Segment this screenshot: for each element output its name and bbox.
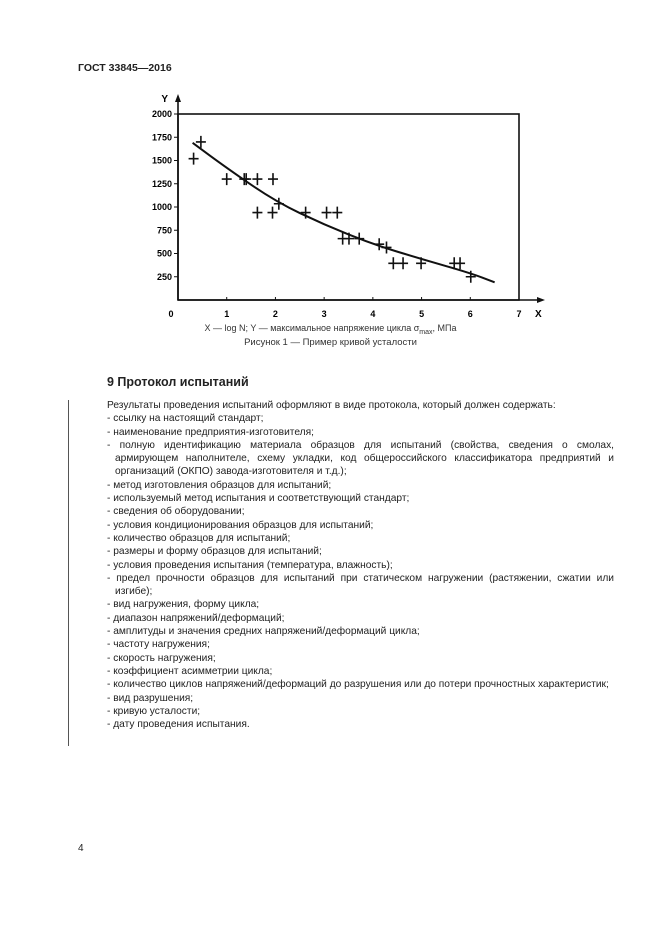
section-title: 9 Протокол испытаний bbox=[107, 375, 249, 389]
x-axis-label: X bbox=[535, 309, 542, 320]
data-point bbox=[252, 173, 263, 186]
y-tick-label: 500 bbox=[157, 249, 172, 259]
list-item: - наименование предприятия-изготовителя; bbox=[107, 426, 314, 438]
data-point bbox=[343, 232, 354, 245]
data-point bbox=[188, 152, 199, 165]
data-point bbox=[416, 257, 427, 270]
x-tick-label: 1 bbox=[224, 309, 229, 319]
y-tick-label: 750 bbox=[157, 225, 172, 235]
document-header: ГОСТ 33845—2016 bbox=[78, 62, 172, 74]
x-tick-label: 6 bbox=[468, 309, 473, 319]
chart-legend-text: X — log N; Y — максимальное напряжение ц… bbox=[204, 323, 457, 336]
trend-curve bbox=[192, 142, 495, 284]
fatigue-chart: 0 1 2 3 4 5 6 7 250 500 750 1000 1250 1500 1750 2000 X Y bbox=[152, 94, 545, 320]
data-point bbox=[455, 257, 466, 270]
data-point bbox=[267, 173, 278, 186]
y-tick-label: 250 bbox=[157, 272, 172, 282]
list-item: - количество циклов напряжений/деформаци… bbox=[107, 679, 609, 691]
x-tick-label: 4 bbox=[370, 309, 375, 319]
list-item: - количество образцов для испытаний; bbox=[107, 532, 291, 544]
data-point bbox=[381, 241, 392, 254]
list-item: - амплитуды и значения средних напряжени… bbox=[107, 626, 420, 638]
list-item: - предел прочности образцов для испытани… bbox=[107, 572, 614, 598]
data-point bbox=[273, 197, 284, 210]
x-axis-arrow-icon bbox=[537, 297, 545, 303]
list-item: - условия кондиционирования образцов для… bbox=[107, 519, 374, 531]
list-item: - вид нагружения, форму цикла; bbox=[107, 599, 260, 611]
data-point bbox=[195, 135, 206, 148]
list-item: - вид разрушения; bbox=[107, 692, 194, 704]
y-tick-label: 1000 bbox=[152, 202, 172, 212]
x-tick-label: 7 bbox=[516, 309, 521, 319]
data-point bbox=[332, 206, 343, 219]
y-tick-label: 2000 bbox=[152, 109, 172, 119]
list-item: - размеры и форму образцов для испытаний… bbox=[107, 546, 322, 558]
data-point bbox=[300, 206, 311, 219]
x-tick-label: 3 bbox=[322, 309, 327, 319]
list-item: - полную идентификацию материала образцо… bbox=[107, 439, 614, 478]
figure-caption: Рисунок 1 — Пример кривой усталости bbox=[244, 337, 417, 348]
y-tick-label: 1750 bbox=[152, 132, 172, 142]
y-tick-label: 1250 bbox=[152, 179, 172, 189]
list-item: - ссылку на настоящий стандарт; bbox=[107, 413, 264, 425]
data-point bbox=[354, 232, 365, 245]
list-item: - дату проведения испытания. bbox=[107, 719, 250, 731]
y-tick-label: 1500 bbox=[152, 156, 172, 166]
x-tick-label: 2 bbox=[273, 309, 278, 319]
list-item: - используемый метод испытания и соответ… bbox=[107, 493, 410, 505]
list-item: - условия проведения испытания (температ… bbox=[107, 559, 393, 571]
data-point bbox=[221, 173, 232, 186]
page-number: 4 bbox=[78, 843, 84, 854]
y-axis-label: Y bbox=[161, 94, 168, 105]
intro-paragraph: Результаты проведения испытаний оформляю… bbox=[107, 400, 556, 411]
x-tick-label: 5 bbox=[419, 309, 424, 319]
list-item: - скорость нагружения; bbox=[107, 652, 216, 664]
data-point bbox=[241, 173, 252, 186]
list-item: - кривую усталости; bbox=[107, 705, 201, 717]
data-point bbox=[252, 206, 263, 219]
list-item: - метод изготовления образцов для испыта… bbox=[107, 479, 332, 491]
list-item: - частоту нагружения; bbox=[107, 639, 210, 651]
data-point bbox=[374, 238, 385, 251]
x-tick-label: 0 bbox=[168, 309, 173, 319]
list-item: - сведения об оборудовании; bbox=[107, 506, 245, 518]
data-point bbox=[321, 206, 332, 219]
data-point bbox=[267, 206, 278, 219]
data-point bbox=[388, 257, 399, 270]
data-point bbox=[398, 257, 409, 270]
list-item: - диапазон напряжений/деформаций; bbox=[107, 612, 285, 624]
section-body: Результаты проведения испытаний оформляю… bbox=[107, 399, 614, 731]
data-point bbox=[465, 270, 476, 283]
change-bar bbox=[68, 400, 69, 746]
list-item: - коэффициент асимметрии цикла; bbox=[107, 665, 273, 677]
y-axis-arrow-icon bbox=[175, 94, 181, 102]
